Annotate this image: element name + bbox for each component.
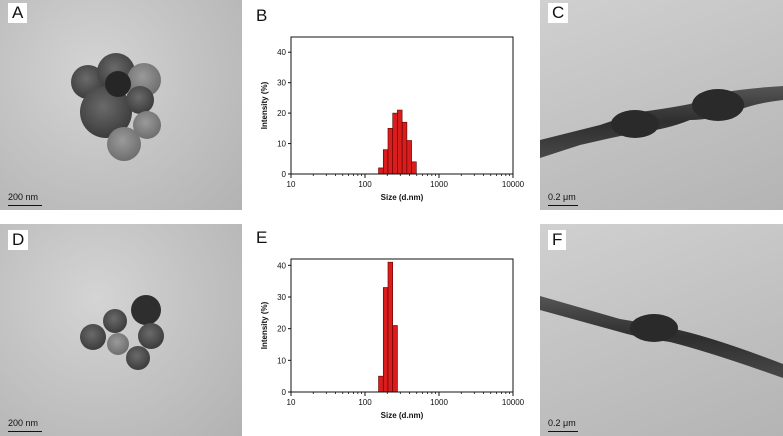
- panel-f-label: F: [548, 230, 567, 250]
- chart-b-bar: [382, 149, 389, 175]
- chart-e-y-axis-label: Intensity (%): [260, 301, 269, 349]
- chart-e-bar: [382, 287, 389, 393]
- chart-e-x-tick-label: 10: [287, 398, 296, 407]
- chart-b-bar: [401, 121, 408, 175]
- panel-b-label: B: [256, 6, 268, 26]
- panel-b-histogram: B 0 10 20 30 40 10 100 1000 10000 Size (d.nm) Inte…: [242, 0, 540, 210]
- panel-c-tem-image: C 0.2 μm: [540, 0, 783, 210]
- chart-b-bar: [387, 128, 394, 175]
- chart-b-y-axis-label: Intensity (%): [260, 81, 269, 129]
- chart-e-y-tick-label: 30: [277, 293, 286, 302]
- chart-b-y-tick-label: 0: [282, 170, 287, 179]
- chart-b-y-tick-label: 30: [277, 79, 286, 88]
- chart-b-plot-frame: [290, 36, 514, 175]
- chart-b-bar: [411, 161, 417, 175]
- panel-d-tem-image: D 200 nm: [0, 224, 242, 436]
- panel-d-label: D: [8, 230, 29, 250]
- fiber-bead-f: [540, 296, 783, 378]
- chart-e-x-tick-label: 10000: [502, 398, 525, 407]
- chart-b-y-tick-label: 10: [277, 140, 286, 149]
- chart-b-x-tick-label: 10000: [502, 180, 525, 189]
- panel-a-scale-bar: [8, 204, 42, 206]
- nanoparticle-cluster-d: [80, 295, 164, 370]
- panel-f-scale-text: 0.2 μm: [548, 418, 576, 428]
- chart-b-x-tick-label: 100: [358, 180, 372, 189]
- chart-e-y-tick-label: 0: [282, 388, 287, 397]
- panel-a-tem-image: A 200 nm: [0, 0, 242, 210]
- chart-b-bar: [406, 140, 412, 175]
- panel-c-label: C: [548, 3, 569, 23]
- chart-b-x-tick-label: 10: [287, 180, 296, 189]
- chart-e-x-tick-label: 100: [358, 398, 372, 407]
- panel-f-tem-image: F 0.2 μm: [540, 224, 783, 436]
- chart-b-y-tick-label: 40: [277, 48, 286, 57]
- chart-e-x-tick-label: 1000: [430, 398, 448, 407]
- panel-e-histogram: E 0 10 20 30 40 10 100 1000 10000 Size (d.nm) Inte…: [242, 224, 540, 436]
- chart-b-bar: [392, 112, 398, 175]
- chart-e-bar: [392, 325, 398, 393]
- panel-f-scale-bar: [548, 430, 578, 432]
- chart-e-bar: [378, 375, 384, 393]
- chart-b-x-tick-label: 1000: [430, 180, 448, 189]
- chart-e-y-tick-label: 40: [277, 261, 286, 270]
- nanoparticle-cluster-a: [71, 53, 161, 161]
- chart-b-bar: [397, 109, 403, 175]
- fiber-bead-c: [540, 86, 783, 158]
- panel-e-label: E: [256, 228, 268, 248]
- chart-e-bar: [387, 261, 394, 393]
- panel-d-scale-text: 200 nm: [8, 418, 39, 428]
- panel-a-label: A: [8, 3, 28, 23]
- panel-d-scale-bar: [8, 430, 42, 432]
- chart-b-bar: [378, 167, 384, 175]
- chart-b-y-tick-label: 20: [277, 109, 286, 118]
- chart-e-y-tick-label: 10: [277, 356, 286, 365]
- chart-b-x-axis-label: Size (d.nm): [381, 193, 424, 202]
- chart-e-y-tick-label: 20: [277, 325, 286, 334]
- panel-c-scale-bar: [548, 204, 578, 206]
- panel-c-scale-text: 0.2 μm: [548, 192, 576, 202]
- panel-a-scale-text: 200 nm: [8, 192, 39, 202]
- chart-e-plot-frame: [290, 258, 514, 393]
- chart-e-x-axis-label: Size (d.nm): [381, 411, 424, 420]
